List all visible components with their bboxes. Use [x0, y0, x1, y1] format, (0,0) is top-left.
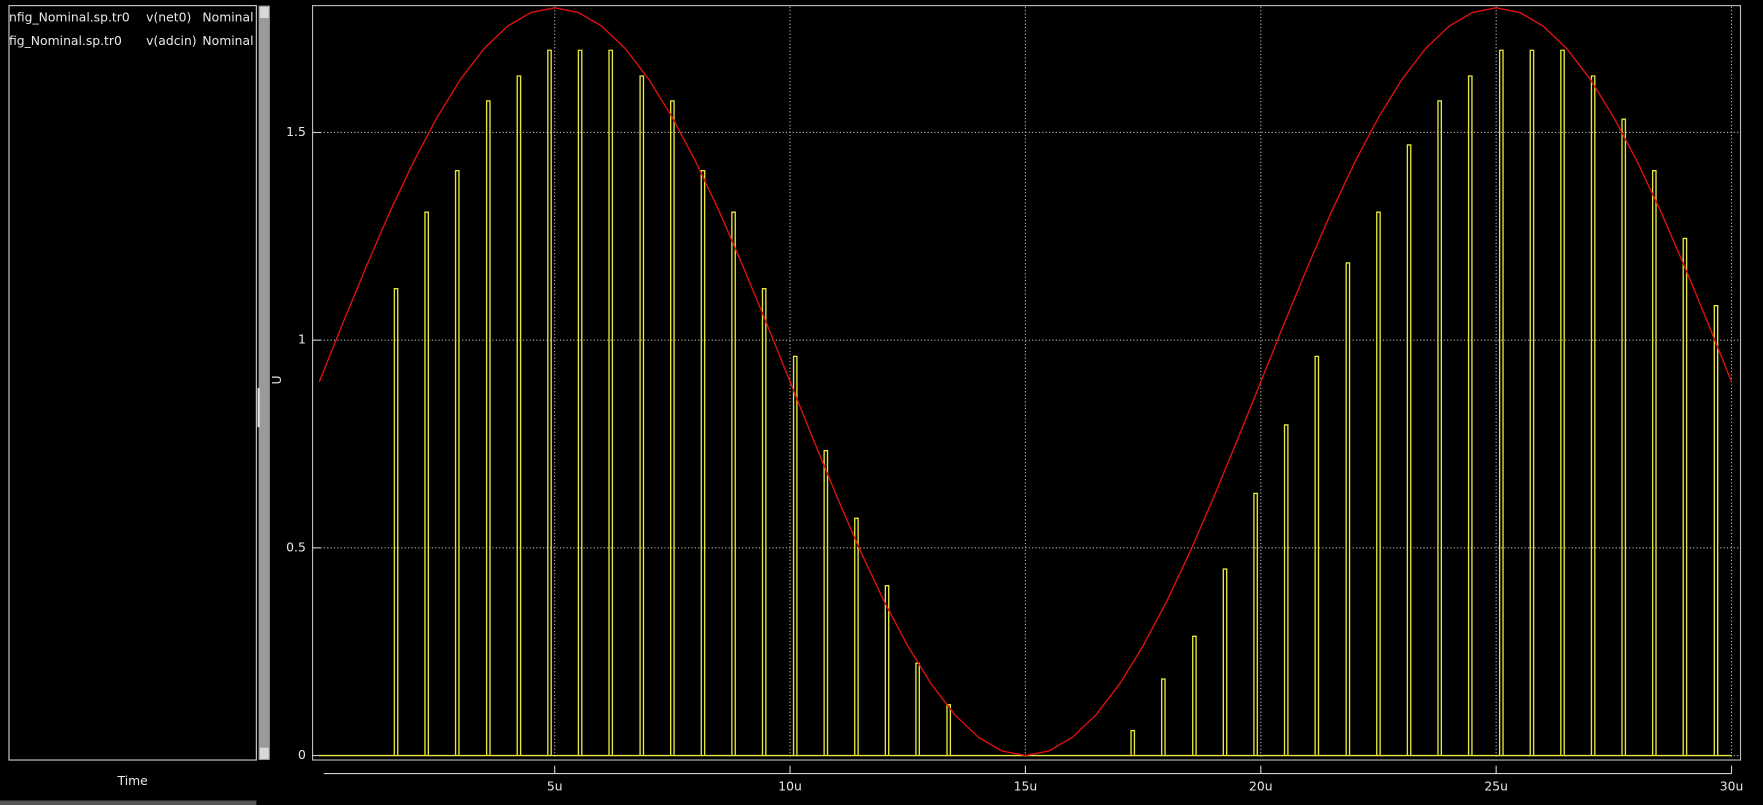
pulse — [1160, 678, 1166, 756]
pulse — [1437, 100, 1443, 756]
y-tick-label: 0.5 — [286, 540, 306, 554]
legend-file: nfig_Nominal.sp.tr0 — [9, 10, 130, 24]
pulse — [485, 100, 491, 756]
pulse — [547, 49, 552, 756]
pulse — [1130, 729, 1136, 756]
pulse — [1560, 49, 1565, 756]
pulse — [1314, 355, 1320, 756]
legend-panel — [8, 5, 257, 761]
scroll-up[interactable] — [259, 6, 269, 18]
x-axis-label: Time — [117, 774, 148, 788]
pulse — [1651, 170, 1657, 756]
scrollbar[interactable] — [258, 5, 270, 761]
pulse — [1621, 118, 1627, 756]
status-bar — [0, 800, 257, 805]
y-tick-label: 1.5 — [286, 125, 306, 139]
pulse — [1467, 75, 1473, 756]
legend-corner: Nominal — [202, 10, 253, 24]
pulse — [639, 75, 645, 756]
pulse — [915, 662, 920, 756]
pulse — [1406, 144, 1412, 756]
legend-corner: Nominal — [202, 34, 253, 48]
legend: nfig_Nominal.sp.tr0 v(net0) Nominal fig_Nom… — [9, 10, 254, 48]
pulse — [700, 170, 706, 756]
pulse — [1498, 49, 1504, 756]
plot-frame — [312, 5, 1742, 761]
legend-name: v(net0) — [146, 10, 191, 24]
x-tick-label: 15u — [1014, 780, 1038, 794]
pulse — [761, 287, 767, 756]
x-tick-label: 5u — [547, 780, 563, 794]
x-tick-label: 30u — [1720, 780, 1744, 794]
pulse — [1376, 211, 1381, 756]
scroll-down[interactable] — [259, 747, 269, 759]
x-tick-label: 20u — [1249, 780, 1273, 794]
legend-file: fig_Nominal.sp.tr0 — [9, 34, 122, 48]
pulse — [792, 355, 798, 756]
pulse — [393, 287, 399, 756]
pulse — [670, 100, 675, 756]
pulse — [1253, 492, 1258, 756]
pulse — [854, 517, 859, 756]
x-tick-label: 25u — [1484, 780, 1508, 794]
pulse — [1283, 424, 1289, 756]
y-axis-label: U — [270, 375, 284, 384]
pulse — [823, 449, 829, 756]
pulse — [1682, 237, 1688, 756]
pulse — [608, 49, 614, 756]
pulse — [1713, 305, 1719, 756]
legend-name: v(adcin) — [146, 34, 196, 48]
pulse — [946, 704, 952, 756]
pulse — [731, 211, 736, 756]
y-tick-label: 0 — [298, 748, 306, 762]
pulse — [454, 170, 460, 756]
pulse — [1345, 262, 1351, 756]
pulse — [884, 584, 890, 756]
pulse — [424, 211, 430, 756]
pulse — [1590, 75, 1596, 756]
pulse — [1529, 49, 1535, 756]
x-tick-label: 10u — [778, 780, 802, 794]
pulse — [1222, 568, 1228, 756]
pulse — [1192, 635, 1197, 756]
splitter[interactable] — [257, 387, 260, 428]
pulse — [577, 49, 583, 756]
y-tick-label: 1 — [298, 333, 306, 347]
pulse — [516, 75, 522, 756]
waveform — [318, 7, 1733, 757]
